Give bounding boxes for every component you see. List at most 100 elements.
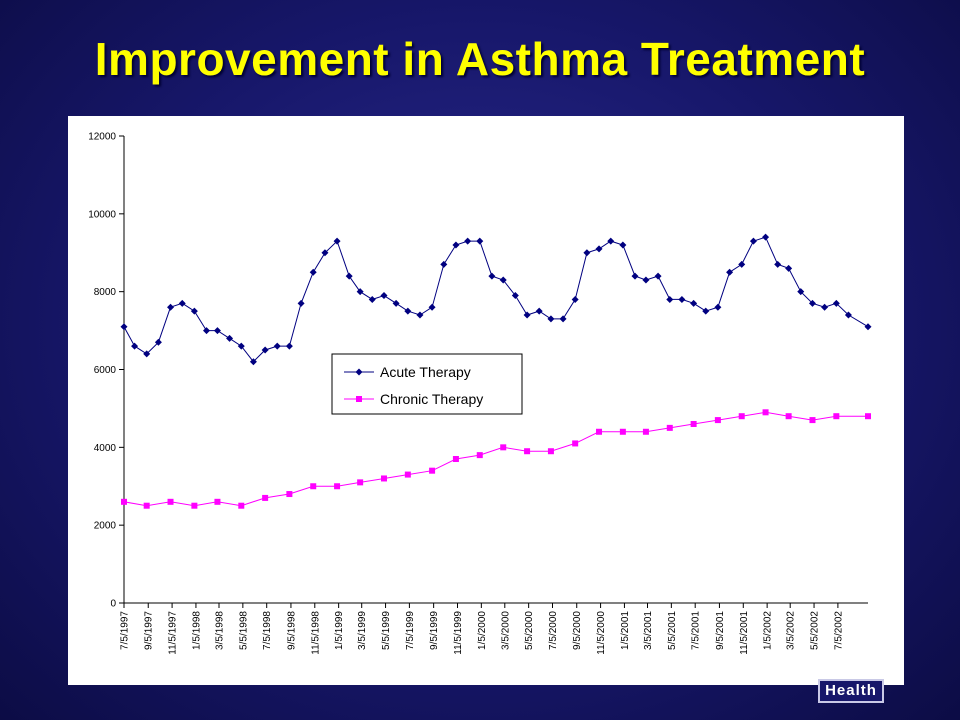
x-tick-label: 3/5/1999 (357, 611, 368, 650)
legend-item-chronic-therapy: Chronic Therapy (344, 391, 483, 407)
acute-therapy-point (864, 323, 872, 331)
acute-therapy-point (666, 295, 674, 303)
acute-therapy-point (583, 249, 591, 257)
chronic-therapy-point (714, 417, 721, 424)
acute-therapy-point (237, 342, 245, 350)
acute-therapy-point (476, 237, 484, 245)
acute-therapy-point (547, 315, 555, 323)
acute-therapy-point (143, 350, 151, 358)
acute-therapy-point (785, 264, 793, 272)
x-tick-label: 7/5/2001 (691, 611, 702, 650)
x-tick-label: 1/5/1998 (191, 611, 202, 650)
chronic-therapy-point (334, 483, 341, 490)
chronic-therapy-line (123, 411, 868, 507)
acute-therapy-point (178, 299, 186, 307)
y-tick-label: 4000 (94, 443, 117, 454)
acute-therapy-point (356, 288, 364, 296)
acute-therapy-point (440, 260, 448, 268)
chronic-therapy-point (191, 502, 198, 509)
acute-therapy-point (273, 342, 281, 350)
chronic-therapy-point (547, 448, 554, 455)
acute-therapy-point (261, 346, 269, 354)
acute-therapy-point (202, 327, 210, 335)
acute-therapy-point (464, 237, 472, 245)
chronic-therapy-point (357, 479, 364, 486)
chart-panel: 0 2000 4000 6000 8000 10000 12000 7/5/1997 9/5/… (68, 116, 904, 685)
acute-therapy-point (654, 272, 662, 280)
x-tick-label: 11/5/2000 (596, 611, 607, 655)
acute-therapy-point (631, 272, 639, 280)
acute-therapy-point (380, 292, 388, 300)
chronic-therapy-point (762, 409, 769, 416)
x-axis: 7/5/1997 9/5/1997 11/5/1997 1/5/1998 3/5/199… (120, 602, 868, 655)
x-tick-label: 3/5/2001 (643, 611, 654, 650)
legend-marker-square (356, 396, 362, 402)
chronic-therapy-point (476, 452, 483, 459)
chronic-therapy-point (143, 502, 150, 509)
acute-therapy-point (844, 311, 852, 319)
chronic-therapy-point (572, 440, 579, 447)
series-acute-therapy (120, 233, 872, 366)
line-chart: 0 2000 4000 6000 8000 10000 12000 7/5/1997 9/5/… (88, 132, 872, 655)
chronic-therapy-point (666, 424, 673, 431)
acute-therapy-point (416, 311, 424, 319)
acute-therapy-point (131, 342, 139, 350)
y-axis: 0 2000 4000 6000 8000 10000 12000 (88, 132, 125, 610)
chronic-therapy-point (500, 444, 507, 451)
y-tick-label: 12000 (88, 132, 116, 143)
legend: Acute Therapy Chronic Therapy (331, 353, 523, 415)
acute-therapy-point (345, 272, 353, 280)
x-tick-label: 5/5/2000 (524, 611, 535, 650)
x-tick-label: 7/5/1999 (405, 611, 416, 650)
chronic-therapy-point (642, 428, 649, 435)
series-chronic-therapy (121, 409, 871, 509)
acute-therapy-point (333, 237, 341, 245)
chronic-therapy-point (214, 498, 221, 505)
acute-therapy-point (821, 303, 829, 311)
acute-therapy-point (571, 295, 579, 303)
y-tick-label: 10000 (88, 209, 116, 220)
chronic-therapy-point (429, 467, 436, 474)
chronic-therapy-point (596, 428, 603, 435)
acute-therapy-point (404, 307, 412, 315)
acute-therapy-point (297, 299, 305, 307)
x-tick-label: 1/5/2000 (477, 611, 488, 650)
chronic-therapy-point (167, 498, 174, 505)
acute-therapy-point (309, 268, 317, 276)
acute-therapy-point (190, 307, 198, 315)
acute-therapy-point (452, 241, 460, 249)
x-tick-label: 7/5/1998 (262, 611, 273, 650)
chronic-therapy-point (809, 417, 816, 424)
x-tick-label: 11/5/1999 (453, 611, 464, 655)
legend-label: Acute Therapy (380, 364, 471, 380)
x-tick-label: 7/5/1997 (120, 611, 131, 650)
acute-therapy-point (120, 323, 128, 331)
series-layer (120, 233, 872, 509)
acute-therapy-point (368, 295, 376, 303)
chronic-therapy-point (286, 491, 293, 498)
chronic-therapy-point (238, 502, 245, 509)
x-tick-label: 9/5/1998 (286, 611, 297, 650)
acute-therapy-point (808, 299, 816, 307)
acute-therapy-point (226, 334, 234, 342)
chronic-therapy-point (865, 413, 871, 420)
x-tick-label: 3/5/2000 (500, 611, 511, 650)
acute-therapy-point (726, 268, 734, 276)
chronic-therapy-point (524, 448, 531, 455)
chronic-therapy-point (380, 475, 387, 482)
acute-therapy-point (678, 295, 686, 303)
x-tick-label: 9/5/2000 (572, 611, 583, 650)
acute-therapy-point (642, 276, 650, 284)
acute-therapy-point (321, 249, 329, 257)
acute-therapy-point (762, 233, 770, 241)
legend-box (331, 353, 523, 415)
chronic-therapy-point (262, 494, 269, 501)
x-tick-label: 11/5/1998 (310, 611, 321, 655)
y-tick-label: 8000 (94, 287, 117, 298)
x-tick-label: 1/5/1999 (334, 611, 345, 650)
acute-therapy-point (595, 245, 603, 253)
chronic-therapy-point (619, 428, 626, 435)
x-tick-label: 5/5/2002 (810, 611, 821, 650)
slide-title: Improvement in Asthma Treatment (94, 33, 866, 85)
x-tick-label: 7/5/2000 (548, 611, 559, 650)
